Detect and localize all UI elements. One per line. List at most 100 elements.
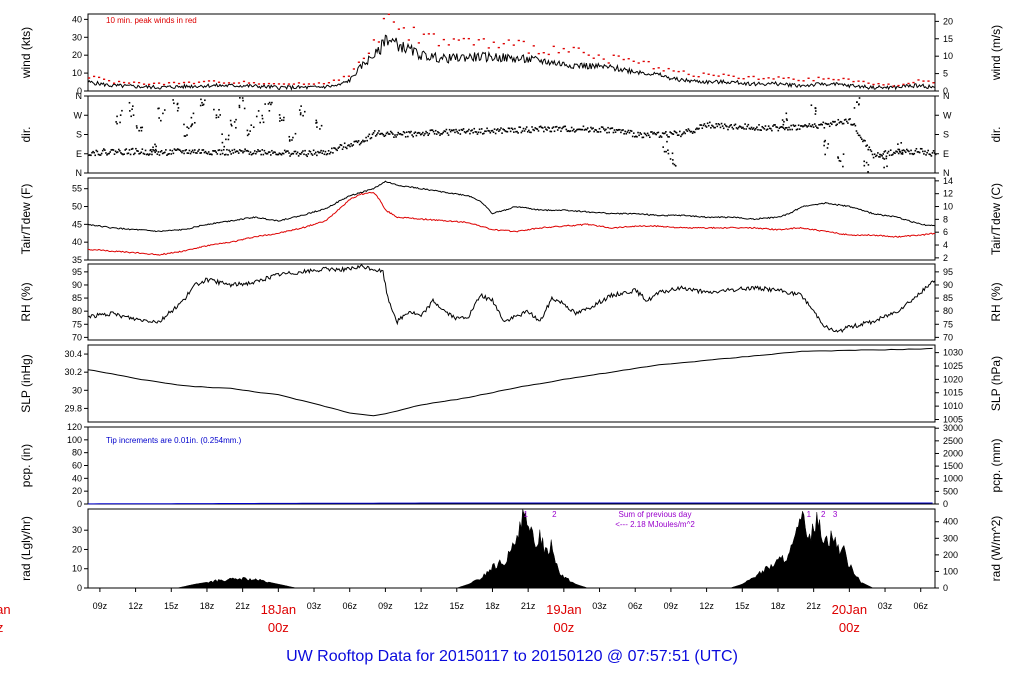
direction-point bbox=[361, 141, 363, 143]
direction-point bbox=[785, 118, 788, 120]
direction-point bbox=[160, 119, 162, 122]
direction-point bbox=[788, 126, 790, 129]
direction-point bbox=[115, 121, 117, 123]
direction-point bbox=[528, 129, 530, 132]
direction-point bbox=[567, 130, 570, 132]
direction-point bbox=[736, 128, 739, 130]
left-tick-label-dir: N bbox=[76, 168, 83, 178]
direction-point bbox=[712, 125, 714, 128]
left-tick-label-slp: 30.2 bbox=[64, 367, 82, 377]
direction-point bbox=[479, 131, 482, 134]
direction-point bbox=[766, 128, 769, 130]
left-tick-label-rh: 85 bbox=[72, 293, 82, 303]
peak-wind-dot bbox=[742, 78, 745, 80]
direction-point bbox=[315, 122, 317, 124]
direction-point bbox=[837, 157, 840, 159]
direction-point bbox=[257, 149, 259, 151]
peak-wind-dot bbox=[172, 81, 176, 84]
direction-point bbox=[412, 135, 415, 138]
direction-point bbox=[181, 151, 183, 154]
direction-point bbox=[595, 129, 598, 131]
peak-wind-dot bbox=[397, 28, 400, 30]
direction-point bbox=[768, 127, 771, 130]
left-tick-label-wind: 10 bbox=[72, 68, 82, 78]
direction-point bbox=[244, 148, 246, 151]
direction-point bbox=[545, 128, 547, 130]
right-tick-label-temp: 10 bbox=[943, 202, 953, 212]
direction-point bbox=[132, 105, 134, 107]
direction-point bbox=[89, 154, 91, 156]
direction-point bbox=[551, 127, 554, 129]
peak-wind-dot bbox=[302, 83, 306, 85]
peak-wind-dot bbox=[272, 83, 276, 85]
direction-point bbox=[894, 152, 896, 155]
direction-point bbox=[531, 126, 533, 128]
direction-point bbox=[782, 127, 785, 129]
left-tick-label-wind: 30 bbox=[72, 32, 82, 42]
direction-point bbox=[173, 102, 175, 105]
time-tick-label: 18z bbox=[200, 601, 215, 611]
direction-point bbox=[166, 154, 168, 157]
day-label: 20Jan bbox=[832, 602, 867, 617]
direction-point bbox=[920, 148, 923, 150]
direction-point bbox=[637, 131, 639, 134]
panel-frame-temp bbox=[87, 177, 936, 261]
direction-point bbox=[918, 151, 921, 154]
direction-point bbox=[256, 150, 258, 153]
direction-point bbox=[609, 127, 612, 130]
direction-point bbox=[282, 119, 285, 122]
direction-point bbox=[917, 151, 920, 153]
direction-point bbox=[594, 128, 597, 131]
direction-point bbox=[614, 131, 617, 133]
left-tick-label-pcp: 40 bbox=[72, 473, 82, 483]
direction-point bbox=[834, 120, 836, 123]
direction-point bbox=[561, 127, 563, 130]
direction-point bbox=[320, 149, 322, 152]
peak-wind-dot bbox=[437, 44, 440, 47]
direction-point bbox=[883, 151, 886, 153]
left-axis-label-pcp: pcp. (in) bbox=[19, 444, 33, 487]
direction-point bbox=[219, 114, 221, 116]
peak-wind-dot bbox=[212, 80, 216, 82]
direction-point bbox=[669, 131, 671, 133]
direction-point bbox=[819, 123, 821, 126]
day-label: 19Jan bbox=[546, 602, 581, 617]
direction-point bbox=[645, 134, 648, 137]
direction-point bbox=[778, 127, 781, 130]
direction-point bbox=[262, 121, 265, 124]
direction-point bbox=[752, 127, 755, 129]
peak-wind-dot bbox=[197, 81, 201, 83]
peak-wind-dot bbox=[892, 85, 895, 87]
direction-point bbox=[883, 166, 885, 169]
direction-point bbox=[745, 128, 747, 130]
direction-point bbox=[200, 152, 203, 154]
direction-point bbox=[437, 131, 439, 133]
direction-point bbox=[499, 129, 501, 131]
right-tick-label-pcp: 1000 bbox=[943, 474, 963, 484]
direction-point bbox=[726, 125, 728, 128]
direction-point bbox=[219, 153, 222, 156]
peak-wind-dot bbox=[232, 82, 236, 84]
peak-wind-dot bbox=[722, 73, 725, 75]
peak-wind-dot bbox=[372, 39, 375, 41]
direction-point bbox=[312, 149, 315, 152]
direction-point bbox=[513, 131, 515, 133]
direction-point bbox=[151, 150, 153, 153]
direction-point bbox=[565, 128, 568, 131]
direction-point bbox=[469, 132, 471, 135]
direction-point bbox=[279, 153, 282, 155]
direction-point bbox=[649, 136, 651, 139]
direction-point bbox=[900, 152, 903, 155]
direction-point bbox=[630, 130, 633, 132]
direction-point bbox=[230, 123, 232, 126]
direction-point bbox=[229, 150, 231, 153]
peak-wind-dot bbox=[287, 83, 291, 85]
direction-point bbox=[241, 150, 243, 152]
peak-wind-dot bbox=[292, 83, 296, 85]
direction-point bbox=[161, 152, 164, 155]
series-line-pcp bbox=[88, 502, 933, 505]
peak-wind-dot bbox=[442, 38, 445, 41]
peak-wind-dot bbox=[642, 60, 645, 63]
direction-point bbox=[517, 132, 519, 134]
direction-point bbox=[90, 154, 92, 157]
